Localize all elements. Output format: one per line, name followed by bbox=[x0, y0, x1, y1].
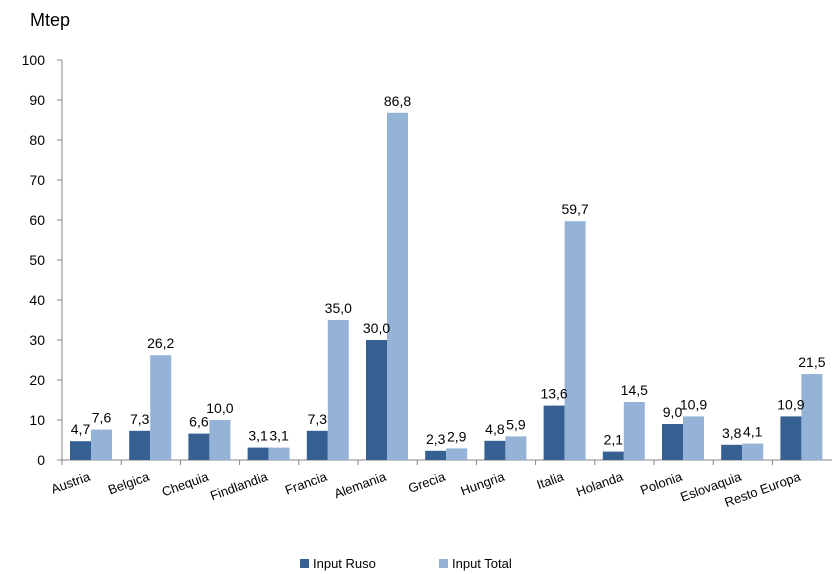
data-label: 86,8 bbox=[384, 93, 411, 109]
data-label: 7,6 bbox=[92, 410, 112, 426]
y-tick-label: 0 bbox=[37, 452, 45, 468]
x-tick-label: Polonia bbox=[638, 468, 685, 497]
bar-input-total-alemania bbox=[387, 112, 408, 461]
x-tick-label: Italia bbox=[535, 468, 567, 492]
bar-input-total-eslovaquia bbox=[742, 443, 764, 460]
x-tick-label: Holanda bbox=[574, 468, 625, 499]
bar-input-ruso-holanda bbox=[602, 451, 624, 460]
bar-input-ruso-francia bbox=[306, 430, 328, 460]
data-label: 10,0 bbox=[206, 400, 233, 416]
bar-input-total-hungria bbox=[505, 436, 527, 460]
bar-input-ruso-resto-europa bbox=[780, 416, 802, 460]
data-label: 4,1 bbox=[743, 424, 763, 440]
bar-input-ruso-chequia bbox=[188, 433, 210, 460]
y-tick-label: 60 bbox=[29, 212, 45, 228]
data-label: 21,5 bbox=[798, 354, 825, 370]
legend-item-series-2: Input Total bbox=[439, 556, 512, 571]
data-label: 13,6 bbox=[540, 386, 567, 402]
bar-input-ruso-hungria bbox=[484, 440, 506, 460]
bar-input-total-austria bbox=[91, 429, 112, 460]
bar-input-total-resto-europa bbox=[801, 374, 823, 460]
data-label: 14,5 bbox=[621, 382, 648, 398]
bar-input-ruso-polonia bbox=[662, 424, 683, 460]
y-tick-label: 10 bbox=[29, 412, 45, 428]
y-tick-label: 30 bbox=[29, 332, 45, 348]
data-label: 35,0 bbox=[325, 300, 352, 316]
legend-swatch-series-1 bbox=[300, 559, 309, 568]
y-tick-label: 70 bbox=[29, 172, 45, 188]
data-label: 4,8 bbox=[485, 421, 505, 437]
bar-input-ruso-belgica bbox=[129, 430, 151, 460]
bar-input-total-chequia bbox=[209, 420, 231, 460]
chart-title: Mtep bbox=[30, 10, 71, 30]
data-label: 30,0 bbox=[363, 320, 390, 336]
bar-input-total-polonia bbox=[683, 416, 704, 460]
data-label: 6,6 bbox=[189, 414, 209, 430]
bar-input-total-findlandia bbox=[268, 447, 290, 460]
y-tick-label: 20 bbox=[29, 372, 45, 388]
data-label: 9,0 bbox=[663, 404, 683, 420]
x-tick-label: Alemania bbox=[332, 468, 389, 501]
data-label: 7,3 bbox=[308, 411, 328, 427]
bar-input-ruso-findlandia bbox=[247, 447, 269, 460]
bar-input-ruso-alemania bbox=[366, 340, 387, 460]
data-label: 3,1 bbox=[269, 428, 289, 444]
data-label: 10,9 bbox=[777, 396, 804, 412]
bar-input-total-holanda bbox=[623, 402, 645, 460]
y-tick-label: 50 bbox=[29, 252, 45, 268]
x-tick-label: Hungria bbox=[459, 468, 508, 498]
data-label: 2,1 bbox=[604, 432, 624, 448]
data-label: 7,3 bbox=[130, 411, 150, 427]
bar-input-ruso-austria bbox=[70, 441, 91, 460]
data-labels: 4,77,6 7,3 26,2 6,610,0 3,1 3,1 7,3 35,0 30,0 86,… bbox=[71, 93, 826, 448]
legend-item-series-1: Input Ruso bbox=[300, 556, 376, 571]
legend-label-series-1: Input Ruso bbox=[313, 556, 376, 571]
y-tick-label: 40 bbox=[29, 292, 45, 308]
data-label: 2,3 bbox=[426, 431, 446, 447]
x-tick-label: Chequia bbox=[160, 468, 211, 499]
y-tick-label: 80 bbox=[29, 132, 45, 148]
data-label: 5,9 bbox=[506, 416, 526, 432]
x-tick-label: Grecia bbox=[406, 468, 448, 495]
bar-input-ruso-italia bbox=[543, 405, 565, 460]
bar-input-ruso-grecia bbox=[425, 450, 447, 460]
x-tick-label: Austria bbox=[49, 468, 93, 496]
data-label: 59,7 bbox=[561, 201, 588, 217]
data-label: 3,8 bbox=[722, 425, 742, 441]
bar-input-total-francia bbox=[327, 320, 349, 460]
legend-label-series-2: Input Total bbox=[452, 556, 512, 571]
bar-input-total-belgica bbox=[150, 355, 172, 460]
x-tick-label: Francia bbox=[283, 468, 330, 497]
bar-input-total-italia bbox=[564, 221, 586, 460]
y-tick-label: 100 bbox=[22, 52, 46, 68]
bar-input-ruso-eslovaquia bbox=[721, 444, 743, 460]
legend-swatch-series-2 bbox=[439, 559, 448, 568]
data-label: 10,9 bbox=[680, 396, 707, 412]
x-tick-label: Belgica bbox=[106, 468, 152, 497]
bars bbox=[70, 112, 823, 461]
data-label: 26,2 bbox=[147, 335, 174, 351]
x-tick-label: Findlandia bbox=[208, 468, 270, 503]
bar-input-total-grecia bbox=[446, 448, 468, 460]
data-label: 4,7 bbox=[71, 421, 91, 437]
legend: Input Ruso Input Total bbox=[0, 554, 832, 574]
data-label: 3,1 bbox=[248, 428, 268, 444]
axes: 0 10 20 30 40 50 60 70 80 90 100 bbox=[22, 52, 832, 468]
y-tick-label: 90 bbox=[29, 92, 45, 108]
data-label: 2,9 bbox=[447, 428, 467, 444]
